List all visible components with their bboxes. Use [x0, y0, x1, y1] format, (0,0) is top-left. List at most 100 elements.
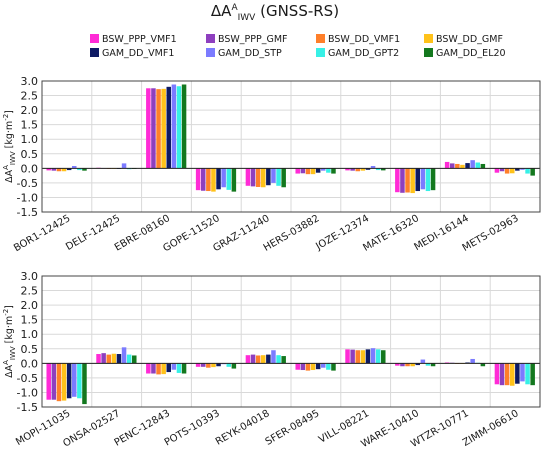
bar [200, 168, 206, 191]
chart-panel: -1.5-1.0-0.50.00.51.01.52.02.53.0MOPI-11… [2, 270, 541, 450]
bar [211, 168, 216, 192]
bar [195, 168, 201, 191]
y-axis-label-part: ΔA [4, 364, 15, 377]
bar [410, 363, 415, 367]
bar [420, 359, 426, 364]
bar [96, 354, 101, 364]
bar [250, 168, 256, 187]
bar [260, 355, 266, 364]
bar [370, 166, 376, 169]
bar [250, 354, 256, 364]
y-tick-label: 2.5 [21, 285, 39, 298]
chart-panel: -1.5 -1.0-0.5 0.00.5 1.01.5 2.02.5 3.0 BOR1-12… [2, 75, 541, 254]
y-tick-label: 1.5 [21, 314, 39, 327]
bar [504, 168, 510, 174]
x-tick-label: SFER-08495 [264, 408, 322, 448]
bar [206, 168, 211, 192]
legend-label: GAM_DD_VMF1 [102, 48, 175, 59]
bar [126, 354, 132, 364]
bar [375, 349, 381, 364]
legend-item: BSW_DD_GMF [424, 34, 503, 45]
bar [305, 363, 311, 371]
bar [375, 168, 381, 171]
bar [350, 349, 355, 364]
bar [295, 168, 300, 174]
x-tick-label: POTS-10393 [163, 408, 222, 448]
bar [161, 363, 166, 375]
y-axis-label-part: -2 [2, 309, 10, 316]
bar [121, 163, 127, 169]
bar [281, 168, 286, 188]
bar [360, 350, 366, 364]
bar [420, 168, 426, 190]
legend-swatch [90, 48, 99, 57]
bar [425, 363, 431, 366]
bar [525, 168, 530, 174]
legend-item: BSW_PPP_GMF [206, 34, 287, 45]
legend-label: BSW_DD_VMF1 [328, 34, 401, 45]
bar [46, 168, 51, 171]
y-axis-label-part: ] [4, 305, 15, 309]
y-tick-label: 1.0 [21, 133, 39, 146]
bar [56, 363, 62, 402]
bar [266, 168, 271, 186]
bar [266, 354, 271, 364]
bar [315, 363, 321, 370]
bar [216, 363, 221, 367]
x-tick-label: METS-02963 [461, 213, 521, 254]
bar [331, 168, 336, 174]
legend-label: GAM_DD_STP [218, 48, 282, 59]
x-tick-label: ZIMM-06610 [461, 408, 521, 449]
legend-label: BSW_DD_GMF [436, 34, 503, 45]
bar [365, 168, 371, 170]
bar [415, 363, 421, 366]
bar [231, 168, 237, 192]
bar [245, 355, 251, 364]
bar [132, 355, 137, 364]
bar [310, 363, 316, 371]
y-tick-label: -1.5 [17, 401, 38, 414]
bar [520, 363, 525, 382]
bar [410, 168, 415, 194]
bar [46, 363, 51, 400]
bar [509, 363, 515, 386]
bar [475, 162, 481, 169]
bar [400, 363, 405, 367]
bar [61, 363, 67, 401]
bar [381, 350, 386, 364]
bar [515, 363, 520, 384]
bar [82, 168, 87, 171]
bar [345, 168, 350, 171]
bar [66, 363, 72, 399]
bar [51, 363, 57, 400]
bar [151, 88, 156, 169]
bar [276, 355, 281, 364]
bar [395, 363, 400, 366]
bar [211, 363, 216, 368]
plot-frame [41, 80, 541, 213]
bar [255, 168, 261, 187]
bar [455, 163, 460, 169]
bar [480, 163, 486, 169]
bar [200, 363, 206, 367]
bar [255, 355, 261, 364]
bar [216, 168, 221, 190]
bar [449, 163, 455, 169]
bar [171, 363, 177, 370]
bar [231, 363, 237, 369]
bar [310, 168, 316, 175]
x-tick-label: MATE-16320 [361, 213, 421, 254]
bar [530, 363, 535, 386]
legend-swatch [424, 48, 433, 57]
bar [146, 363, 151, 374]
y-tick-label: 0.0 [21, 357, 39, 370]
bar [181, 84, 187, 169]
legend-item: GAM_DD_VMF1 [90, 48, 174, 59]
y-axis-label-part: ΔA [4, 169, 15, 182]
bar [151, 363, 156, 374]
bar [494, 168, 500, 173]
bar [121, 347, 127, 364]
legend-label: GAM_DD_EL20 [436, 48, 506, 59]
bar [146, 88, 151, 169]
legend-swatch [424, 34, 433, 43]
